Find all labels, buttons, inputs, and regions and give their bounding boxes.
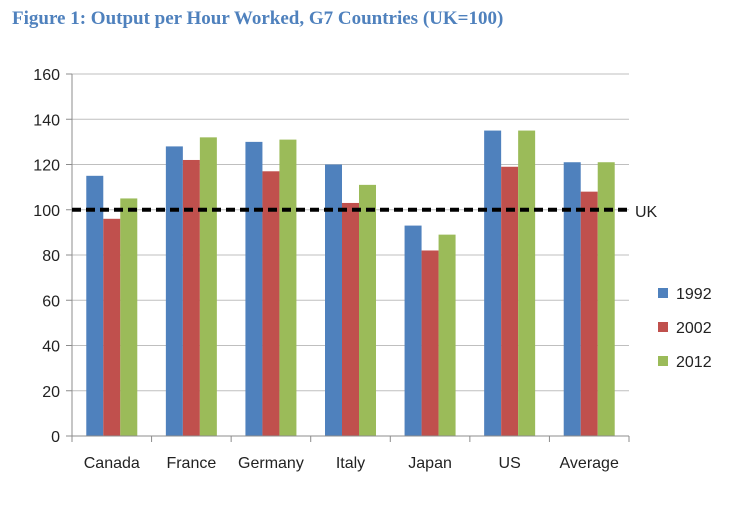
legend-label-2012: 2012 [676,354,712,371]
figure-title: Figure 1: Output per Hour Worked, G7 Cou… [12,8,504,29]
y-tick-label: 100 [33,203,60,220]
bar-2002-italy [342,202,359,436]
x-axis-ticks: Canada France Germany Italy Japan US Average [71,435,630,472]
bar-series [86,130,615,437]
legend-label-2002: 2002 [676,320,712,337]
legend-swatch-1992 [658,288,668,298]
bar-2002-japan [421,250,439,436]
bar-2012-us [518,130,536,436]
x-tick-label: Canada [84,455,140,472]
bar-1992-us [484,130,502,436]
reference-line: UK [72,204,658,221]
bar-2002-us [501,166,519,436]
bar-2002-germany [262,171,280,436]
y-tick-label: 160 [33,67,60,84]
legend-swatch-2002 [658,322,668,332]
y-tick-label: 40 [42,339,60,356]
y-tick-label: 120 [33,158,60,175]
y-axis-ticks: 0 20 40 60 80 100 120 140 160 [33,67,73,446]
bar-2002-canada [103,218,121,436]
x-tick-label: Italy [336,455,365,472]
legend-swatch-2012 [658,356,668,366]
y-tick-label: 0 [51,429,60,446]
y-tick-label: 80 [42,248,60,265]
bar-1992-italy [325,164,342,436]
bar-1992-canada [86,175,104,436]
bar-2012-italy [359,184,376,436]
bar-2002-france [182,159,200,436]
y-tick-label: 60 [42,293,60,310]
x-tick-label: France [166,455,216,472]
x-tick-label: Average [560,455,619,472]
bar-2012-france [199,137,217,436]
uk-reference-label: UK [635,204,658,221]
x-tick-label: US [499,455,521,472]
legend-label-1992: 1992 [676,286,712,303]
bar-2002-average [580,191,598,436]
bar-2012-japan [438,234,456,436]
x-tick-label: Germany [238,455,304,472]
x-tick-label: Japan [408,455,452,472]
legend: 1992 2002 2012 [658,286,712,371]
bar-1992-average [563,162,581,437]
y-tick-label: 140 [33,112,60,129]
bar-2012-average [597,162,615,437]
bar-2012-canada [120,198,138,436]
bar-1992-germany [245,141,263,436]
bar-1992-japan [404,225,422,436]
bar-2012-germany [279,139,297,437]
bar-1992-france [165,146,183,436]
y-tick-label: 20 [42,384,60,401]
